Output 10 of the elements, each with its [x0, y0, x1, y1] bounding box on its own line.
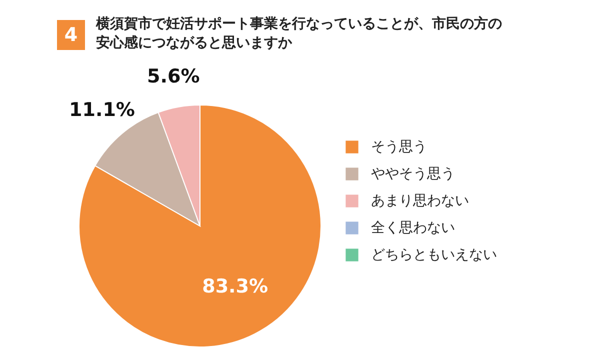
data-label: 5.6% [147, 65, 200, 88]
legend-label: そう思う [371, 139, 427, 155]
legend-label: あまり思わない [371, 193, 469, 209]
legend-label: 全く思わない [371, 220, 455, 236]
text: 4 [57, 20, 85, 50]
data-label: 83.3% [202, 276, 268, 298]
legend-label: どちらともいえない [371, 247, 497, 263]
data-label: 11.1% [69, 98, 135, 121]
legend-label: ややそう思う [371, 166, 455, 182]
chart-title: 横須賀市で妊活サポート事業を行なっていることが、市民の方の安心感につながると思いますか [95, 15, 502, 51]
